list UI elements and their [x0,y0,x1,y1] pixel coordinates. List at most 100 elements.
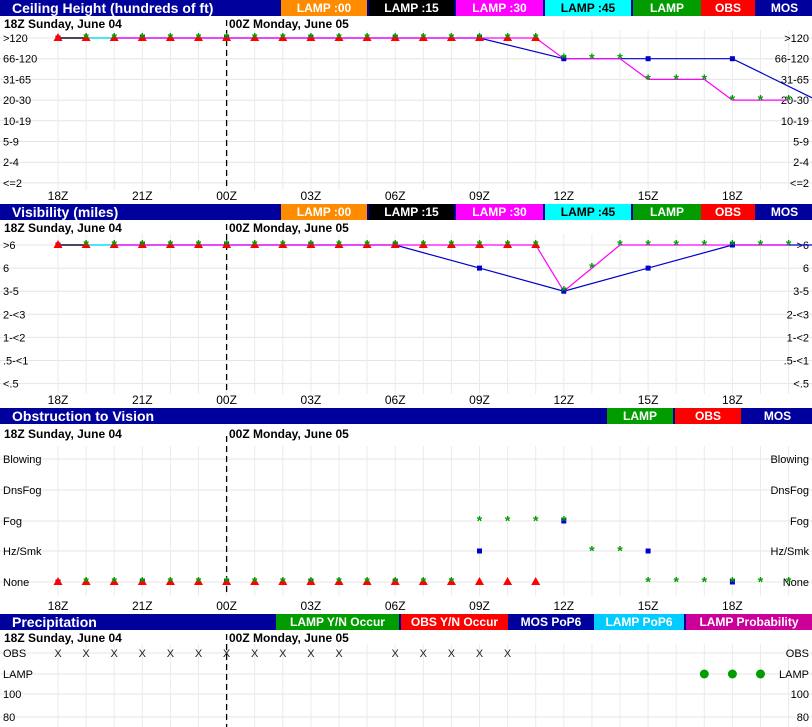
time-tick-label: 09Z [469,189,490,203]
time-tick-label: 18Z [722,599,743,613]
obs-point [53,33,63,41]
obs-point [250,577,260,585]
obs-point [390,240,400,248]
lamp-point: * [477,237,483,253]
obstruction-header: Obstruction to Vision LAMP OBS MOS [0,408,812,424]
obs-point [475,33,484,41]
obs-precip-mark: X [54,648,62,660]
ceiling-header: Ceiling Height (hundreds of ft) LAMP :00… [0,0,812,16]
legend-lamp-yn: LAMP Y/N Occur [276,614,399,630]
obs-point [362,33,372,41]
visibility-title: Visibility (miles) [12,204,119,220]
obs-point [53,577,63,585]
lamp-point: * [477,30,483,46]
obs-point [446,240,456,248]
lamp-point: * [392,237,398,253]
lamp-point: * [336,237,342,253]
legend-lamp-prob: LAMP Probability [686,614,812,630]
obs-point [194,577,203,585]
mos-point [645,56,651,62]
lamp-point: * [505,237,511,253]
time-tick-label: 12Z [553,393,574,407]
time-tick-label: 18Z [48,189,69,203]
y-tick-label-right: Blowing [770,454,809,466]
y-tick-label-right: None [783,577,809,589]
obs-point [222,577,232,585]
y-tick-label-left: 2-<3 [3,309,25,321]
y-tick-label-left: <=2 [3,178,22,190]
lamp-point: * [140,30,146,46]
ceiling-title: Ceiling Height (hundreds of ft) [12,0,214,16]
lamp-point: * [561,513,567,529]
legend-lamp15: LAMP :15 [369,0,454,16]
obs-precip-mark: X [307,648,315,660]
precip-panel: Precipitation LAMP Y/N Occur OBS Y/N Occ… [0,614,812,727]
obs-point [390,33,400,41]
visibility-date-left: 18Z Sunday, June 04 [4,221,122,235]
y-tick-label-left: 2-4 [3,157,19,169]
mos-point [729,579,735,585]
y-tick-label-right: 66-120 [775,54,809,66]
obs-point [109,240,119,248]
legend-mos-pop6: MOS PoP6 [510,614,592,630]
legend-lamp: LAMP [633,204,701,220]
precip-date-right: 00Z Monday, June 05 [229,631,349,645]
legend-obs: OBS [701,0,755,16]
time-tick-label: 00Z [216,599,237,613]
obs-precip-mark: X [420,648,428,660]
ceiling-date-left: 18Z Sunday, June 04 [4,17,122,31]
lamp-point: * [421,30,427,46]
y-tick-label-right: 2-4 [793,157,809,169]
lamp-point: * [224,30,230,46]
lamp-point: * [308,30,314,46]
lamp-point: * [702,574,708,590]
obs-precip-mark: X [251,648,259,660]
legend-lamp15: LAMP :15 [369,204,454,220]
obs-precip-mark: X [223,648,231,660]
y-tick-label-left: OBS [3,648,26,660]
y-tick-label-left: >120 [3,33,28,45]
obs-precip-mark: X [195,648,203,660]
y-tick-label-right: 20-30 [781,95,809,107]
mos-point [645,265,651,271]
obs-point [165,240,175,248]
obs-point [222,240,232,248]
lamp-point: * [83,574,89,590]
obs-point [137,240,147,248]
lamp-point: * [280,237,286,253]
y-tick-label-right: Fog [790,516,809,528]
time-tick-label: 21Z [132,393,153,407]
legend-lamp00: LAMP :00 [281,204,367,220]
time-tick-label: 03Z [301,599,322,613]
legend-obs: OBS [701,204,755,220]
y-tick-label-right: 2-<3 [787,309,809,321]
lamp-point: * [449,237,455,253]
obs-precip-mark: X [279,648,287,660]
obs-point [278,33,288,41]
mos-point [561,288,567,294]
y-tick-label-right: OBS [786,648,809,660]
obs-point [531,33,541,41]
obs-precip-mark: X [111,648,119,660]
time-tick-label: 06Z [385,599,406,613]
time-tick-label: 21Z [132,599,153,613]
obs-point [137,577,147,585]
obs-precip-mark: X [139,648,147,660]
obs-point [250,33,260,41]
time-tick-label: 03Z [301,393,322,407]
visibility-panel: Visibility (miles) LAMP :00 LAMP :15 LAM… [0,204,812,407]
obs-point [81,33,91,41]
lamp-point: * [758,574,764,590]
lamp-point: * [589,50,595,66]
precip-date-left: 18Z Sunday, June 04 [4,631,122,645]
lamp-point: * [786,237,792,253]
obs-point [503,240,513,248]
lamp-point: * [673,237,679,253]
obs-point [222,33,232,41]
y-tick-label-right: <=2 [790,178,809,190]
lamp-point: * [533,30,539,46]
obs-point [362,240,372,248]
y-tick-label-left: 100 [3,689,21,701]
obs-point [165,33,175,41]
y-tick-label-left: Hz/Smk [3,546,42,558]
